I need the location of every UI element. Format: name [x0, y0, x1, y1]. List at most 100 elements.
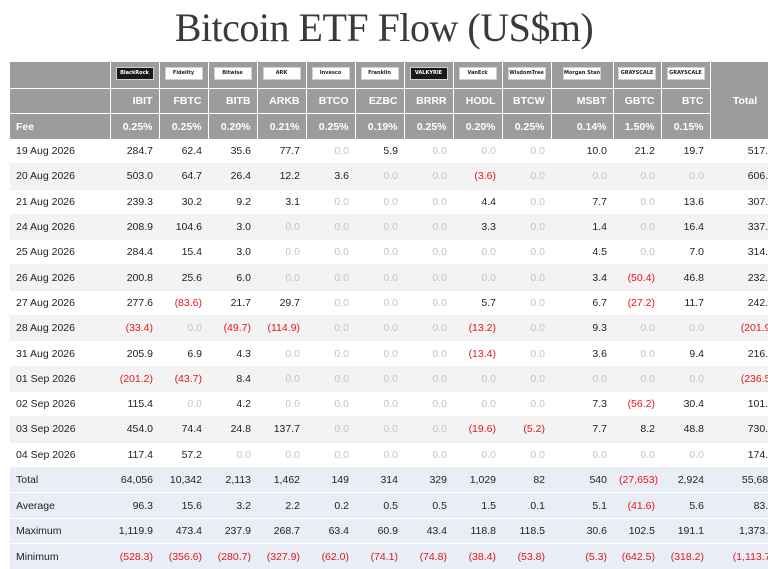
flow-value-cell: (83.6) [159, 290, 208, 317]
flow-value-cell: 115.4 [110, 391, 159, 418]
fund-logo: GRAYSCALE [666, 67, 705, 80]
flow-value-cell: 35.6 [208, 139, 257, 165]
summary-row: Total 64,056 10,342 2,113 1,462 149 314 329 1,02… [10, 466, 768, 493]
fund-logo-cell: Invesco [306, 62, 356, 89]
fund-logo: WisdomTree [507, 67, 546, 80]
flow-value-cell: 21.2 [613, 139, 661, 165]
summary-value-cell: 0.2 [306, 492, 355, 519]
flow-value-cell: 3.0 [208, 239, 257, 266]
fee-value: 0.25% [502, 113, 552, 139]
flow-value-cell: 15.4 [159, 239, 208, 266]
flow-value-cell: 0.0 [404, 290, 453, 317]
flow-value-cell: 0.0 [613, 214, 661, 241]
flow-value-cell: 0.0 [502, 163, 551, 190]
row-total-cell: 517.2 [710, 139, 768, 165]
fund-logo: BlackRock [115, 67, 154, 80]
flow-value-cell: 277.6 [110, 290, 159, 317]
flow-value-cell: 30.4 [661, 391, 710, 418]
flow-value-cell: 208.9 [110, 214, 159, 241]
flow-value-cell: 0.0 [661, 163, 710, 190]
flow-value-cell: 0.0 [502, 340, 551, 367]
flow-value-cell: 57.2 [159, 442, 208, 468]
flow-value-cell: 4.4 [453, 189, 502, 215]
fee-value: 0.21% [257, 113, 307, 139]
flow-value-cell: 62.4 [159, 139, 208, 165]
ticker-header: EZBC [355, 88, 405, 114]
flow-value-cell: 0.0 [159, 391, 208, 418]
date-cell: 26 Aug 2026 [10, 264, 110, 291]
summary-value-cell: 118.8 [453, 517, 502, 544]
flow-value-cell: 3.6 [551, 340, 613, 367]
flow-value-cell: 0.0 [502, 239, 551, 266]
flow-value-cell: 0.0 [404, 442, 453, 468]
fund-logo-cell: BlackRock [110, 62, 160, 89]
date-cell: 04 Sep 2026 [10, 442, 110, 468]
row-total-cell: (236.5) [710, 366, 768, 392]
flow-value-cell: 0.0 [306, 442, 355, 468]
flow-value-cell: 0.0 [306, 290, 355, 317]
flow-value-cell: 0.0 [502, 214, 551, 241]
summary-value-cell: 473.4 [159, 517, 208, 544]
summary-value-cell: 2.2 [257, 492, 306, 519]
flow-value-cell: 137.7 [257, 416, 306, 443]
summary-value-cell: 10,342 [159, 466, 208, 493]
flow-value-cell: 3.6 [306, 163, 355, 190]
fee-value: 0.25% [110, 113, 160, 139]
fund-logo: Bitwise [213, 67, 252, 80]
flow-value-cell: 239.3 [110, 189, 159, 215]
flow-value-cell: 0.0 [306, 264, 355, 291]
flow-value-cell: 19.7 [661, 139, 710, 165]
flow-value-cell: 0.0 [404, 264, 453, 291]
flow-value-cell: (19.6) [453, 416, 502, 443]
summary-total-cell: 55,686 [710, 466, 768, 493]
table-header: BlackRock Fidelity Bitwise ARK Invesco Frankl… [10, 62, 768, 139]
summary-row: Minimum (528.3) (356.6) (280.7) (327.9) (62.0… [10, 543, 768, 569]
row-total-cell: 232.2 [710, 264, 768, 291]
flow-value-cell: 6.9 [159, 340, 208, 367]
flow-value-cell: 104.6 [159, 214, 208, 241]
row-total-cell: 314.3 [710, 239, 768, 266]
fund-logo-cell: VanEck [453, 62, 503, 89]
flow-value-cell: 0.0 [257, 442, 306, 468]
table-row: 02 Sep 2026 115.4 0.0 4.2 0.0 0.0 0.0 0.0 0.0 0.0… [10, 391, 768, 418]
ticker-header: ARKB [257, 88, 307, 114]
flow-value-cell: 0.0 [257, 239, 306, 266]
flow-value-cell: (33.4) [110, 315, 159, 342]
row-total-cell: 337.6 [710, 214, 768, 241]
flow-value-cell: 117.4 [110, 442, 159, 468]
summary-value-cell: (62.0) [306, 543, 355, 569]
summary-value-cell: (27,653) [613, 466, 661, 493]
summary-label: Average [10, 492, 110, 519]
flow-value-cell: 74.4 [159, 416, 208, 443]
fee-value: 1.50% [613, 113, 662, 139]
flow-value-cell: 48.8 [661, 416, 710, 443]
flow-value-cell: 26.4 [208, 163, 257, 190]
summary-value-cell: 118.5 [502, 517, 551, 544]
ticker-header: HODL [453, 88, 503, 114]
flow-value-cell: 0.0 [613, 315, 661, 342]
fund-logo-cell: VALKYRIE [404, 62, 454, 89]
flow-value-cell: 0.0 [613, 366, 661, 392]
flow-value-cell: 12.2 [257, 163, 306, 190]
summary-value-cell: 0.5 [355, 492, 404, 519]
flow-value-cell: 0.0 [159, 315, 208, 342]
fund-logo: ARK [262, 67, 301, 80]
fee-value: 0.20% [208, 113, 258, 139]
row-total-cell: 101.1 [710, 391, 768, 418]
ticker-header: FBTC [159, 88, 209, 114]
flow-value-cell: 13.6 [661, 189, 710, 215]
summary-value-cell: 2,113 [208, 466, 257, 493]
ticker-header: BTCW [502, 88, 552, 114]
summary-total-cell: 1,373.8 [710, 517, 768, 544]
fee-label: Fee [10, 113, 111, 139]
ticker-header: BITB [208, 88, 258, 114]
ticker-row: IBIT FBTC BITB ARKB BTCO EZBC BRRR HODL BTCW MSBT… [10, 88, 768, 114]
date-cell: 01 Sep 2026 [10, 366, 110, 392]
flow-value-cell: 0.0 [613, 442, 661, 468]
flow-value-cell: 0.0 [355, 290, 404, 317]
date-cell: 19 Aug 2026 [10, 139, 110, 165]
flow-value-cell: 0.0 [502, 189, 551, 215]
table-row: 01 Sep 2026 (201.2) (43.7) 8.4 0.0 0.0 0.0 0.0 0… [10, 366, 768, 392]
summary-value-cell: (41.6) [613, 492, 661, 519]
fee-value: 0.25% [404, 113, 454, 139]
